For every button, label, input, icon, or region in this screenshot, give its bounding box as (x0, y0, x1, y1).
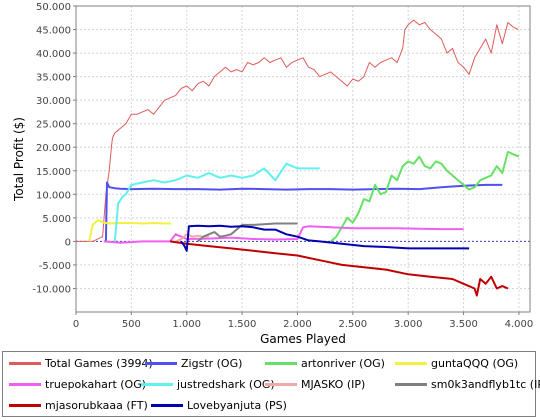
y-tick-label: 40.000 (36, 49, 71, 60)
legend: Total Games (3994) Zigstr (OG) artonriver … (2, 351, 540, 417)
legend-item: Total Games (3994) (9, 353, 153, 373)
legend-swatch (9, 382, 41, 386)
legend-item: sm0k3andflyb1tc (IP) (395, 374, 540, 394)
series-line (169, 240, 509, 297)
legend-swatch (265, 361, 297, 365)
legend-label: sm0k3andflyb1tc (IP) (431, 377, 540, 391)
y-tick-label: -5.000 (39, 261, 71, 272)
series-line (76, 19, 519, 242)
y-axis-label: Total Profit ($) (12, 117, 26, 202)
legend-item: truepokahart (OG) (9, 374, 146, 394)
legend-label: Zigstr (OG) (181, 356, 243, 370)
x-tick-label: 3.500 (449, 319, 478, 330)
plot-area (75, 5, 531, 313)
legend-item: MJASKO (IP) (265, 374, 365, 394)
legend-label: guntaQQQ (OG) (431, 356, 519, 370)
legend-swatch (9, 361, 41, 365)
x-tick-label: 1.500 (228, 319, 257, 330)
x-tick-label: 2.500 (339, 319, 368, 330)
series-line (330, 150, 520, 243)
chart-svg: -10.000 -5.000 0 5.000 10.000 15.000 20.000 25.… (12, 2, 534, 346)
legend-swatch (265, 382, 297, 386)
legend-swatch (145, 361, 177, 365)
series-line (197, 222, 298, 243)
x-tick-label: 1.000 (172, 319, 201, 330)
legend-swatch (395, 361, 427, 365)
y-tick-label: 20.000 (36, 143, 71, 154)
legend-label: mjasorubkaaa (FT) (45, 398, 148, 412)
legend-swatch (395, 382, 427, 386)
legend-item: mjasorubkaaa (FT) (9, 395, 148, 415)
legend-label: MJASKO (IP) (301, 377, 366, 391)
series-line (104, 181, 503, 242)
series-line (113, 162, 320, 242)
legend-label: justredshark (OG) (177, 377, 275, 391)
y-tick-label: 0 (65, 237, 71, 248)
x-tick-label: 4.000 (505, 319, 534, 330)
y-tick-label: 45.000 (36, 26, 71, 37)
plot-frame (75, 5, 531, 313)
legend-item: Zigstr (OG) (145, 353, 242, 373)
y-tick-label: 5.000 (42, 214, 71, 225)
x-tick-label: 500 (122, 319, 141, 330)
legend-item: artonriver (OG) (265, 353, 385, 373)
x-tick-label: 3.000 (394, 319, 423, 330)
legend-item: justredshark (OG) (141, 374, 275, 394)
y-tick-label: 10.000 (36, 190, 71, 201)
legend-label: truepokahart (OG) (45, 377, 147, 391)
legend-item: Lovebyanjuta (PS) (151, 395, 287, 415)
legend-label: artonriver (OG) (301, 356, 385, 370)
legend-swatch (151, 403, 183, 407)
legend-swatch (141, 382, 173, 386)
series-line (180, 224, 470, 252)
y-tick-label: 25.000 (36, 120, 71, 131)
y-tick-label: -10.000 (32, 284, 71, 295)
y-tick-label: 15.000 (36, 167, 71, 178)
x-tick-label: 2.000 (283, 319, 312, 330)
legend-label: Lovebyanjuta (PS) (187, 398, 287, 412)
legend-swatch (9, 403, 41, 407)
x-tick-label: 0 (73, 319, 79, 330)
y-tick-label: 50.000 (36, 2, 71, 13)
series-line (103, 225, 464, 244)
y-tick-label: 35.000 (36, 73, 71, 84)
legend-label: Total Games (3994) (45, 356, 153, 370)
y-tick-label: 30.000 (36, 96, 71, 107)
legend-item: guntaQQQ (OG) (395, 353, 518, 373)
series-line (88, 219, 172, 242)
x-axis-label: Games Played (260, 332, 346, 346)
